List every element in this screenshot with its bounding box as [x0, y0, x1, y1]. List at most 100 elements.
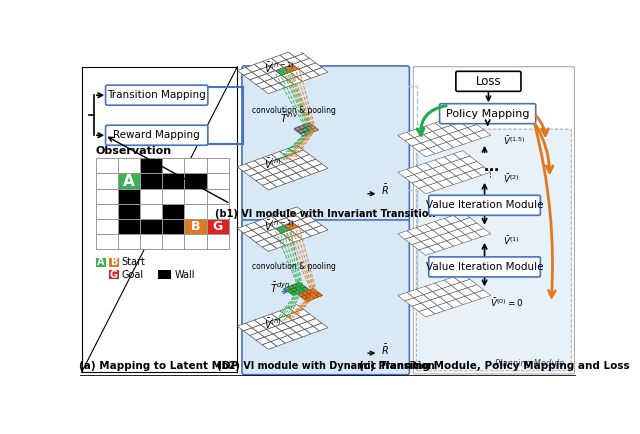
Polygon shape: [433, 289, 449, 297]
Bar: [140, 174, 162, 189]
Text: Start: Start: [121, 257, 145, 267]
Text: (a) Mapping to Latent MDP: (a) Mapping to Latent MDP: [79, 361, 239, 371]
Text: G: G: [109, 270, 118, 279]
Polygon shape: [271, 241, 285, 248]
Polygon shape: [313, 225, 328, 233]
Polygon shape: [309, 289, 316, 293]
Bar: [207, 158, 229, 174]
Polygon shape: [298, 224, 313, 231]
Polygon shape: [250, 77, 264, 85]
Polygon shape: [397, 132, 414, 141]
Polygon shape: [286, 214, 301, 222]
Polygon shape: [447, 238, 463, 246]
Polygon shape: [273, 171, 288, 179]
Polygon shape: [246, 64, 260, 72]
Polygon shape: [419, 247, 435, 255]
Polygon shape: [312, 291, 319, 295]
Polygon shape: [442, 162, 458, 171]
Bar: [95, 219, 118, 234]
Polygon shape: [305, 290, 312, 294]
Polygon shape: [287, 289, 294, 293]
Bar: [109, 258, 119, 267]
Text: A: A: [123, 174, 134, 188]
Polygon shape: [428, 306, 444, 314]
Polygon shape: [290, 165, 305, 173]
Polygon shape: [292, 317, 307, 325]
Bar: [207, 219, 229, 234]
Polygon shape: [271, 151, 286, 159]
Text: B: B: [191, 220, 200, 233]
Bar: [184, 189, 207, 204]
Polygon shape: [298, 66, 313, 74]
Polygon shape: [237, 323, 252, 331]
Bar: [162, 189, 184, 204]
Polygon shape: [312, 295, 319, 299]
Polygon shape: [262, 244, 277, 252]
Polygon shape: [305, 167, 319, 174]
Polygon shape: [461, 217, 477, 226]
Polygon shape: [290, 227, 305, 234]
Text: $\bar{T}^{dyn}$: $\bar{T}^{dyn}$: [270, 281, 290, 295]
Polygon shape: [414, 135, 430, 143]
Polygon shape: [246, 320, 260, 328]
Polygon shape: [419, 185, 435, 194]
Bar: [95, 258, 106, 267]
Polygon shape: [454, 212, 470, 221]
Polygon shape: [263, 314, 278, 322]
Polygon shape: [294, 128, 301, 132]
Text: Planning Module: Planning Module: [495, 359, 564, 368]
Polygon shape: [433, 128, 449, 137]
Bar: [207, 234, 229, 249]
Polygon shape: [298, 285, 305, 289]
Polygon shape: [237, 164, 252, 171]
Polygon shape: [262, 86, 277, 94]
Polygon shape: [404, 174, 421, 183]
Text: Value Iteration Module: Value Iteration Module: [426, 201, 543, 210]
FancyBboxPatch shape: [413, 67, 575, 374]
Polygon shape: [305, 126, 312, 130]
Polygon shape: [292, 219, 307, 227]
Polygon shape: [267, 71, 282, 78]
Polygon shape: [284, 287, 291, 291]
Polygon shape: [280, 210, 294, 217]
Polygon shape: [449, 291, 465, 299]
Polygon shape: [440, 232, 456, 241]
Polygon shape: [284, 320, 298, 328]
Polygon shape: [307, 221, 322, 228]
Polygon shape: [298, 289, 305, 293]
Polygon shape: [264, 334, 279, 342]
Text: $\bar{R}$: $\bar{R}$: [381, 183, 388, 197]
Polygon shape: [301, 58, 316, 66]
FancyBboxPatch shape: [440, 104, 536, 124]
Polygon shape: [284, 161, 298, 168]
Polygon shape: [289, 145, 303, 153]
Polygon shape: [298, 126, 305, 130]
Text: $\mathbf{\cdots}$: $\mathbf{\cdots}$: [483, 161, 499, 176]
Polygon shape: [271, 179, 285, 187]
Polygon shape: [269, 159, 284, 167]
Polygon shape: [404, 138, 421, 146]
Polygon shape: [456, 296, 472, 305]
Bar: [118, 174, 140, 189]
Polygon shape: [294, 150, 309, 158]
Text: convolution & pooling: convolution & pooling: [252, 106, 336, 115]
Polygon shape: [307, 159, 322, 167]
Polygon shape: [407, 129, 423, 138]
Text: $\bar{V}^{(1)}$: $\bar{V}^{(1)}$: [503, 233, 520, 247]
Bar: [118, 219, 140, 234]
Polygon shape: [260, 162, 275, 170]
Polygon shape: [458, 164, 474, 173]
Polygon shape: [305, 123, 312, 127]
Bar: [140, 204, 162, 219]
Polygon shape: [271, 339, 285, 346]
Polygon shape: [263, 58, 278, 66]
Polygon shape: [412, 143, 428, 151]
Polygon shape: [275, 164, 290, 171]
Polygon shape: [304, 131, 311, 135]
Bar: [95, 174, 118, 189]
Polygon shape: [254, 219, 269, 227]
Polygon shape: [305, 228, 319, 236]
Polygon shape: [271, 83, 285, 91]
Bar: [184, 158, 207, 174]
Polygon shape: [275, 323, 290, 331]
